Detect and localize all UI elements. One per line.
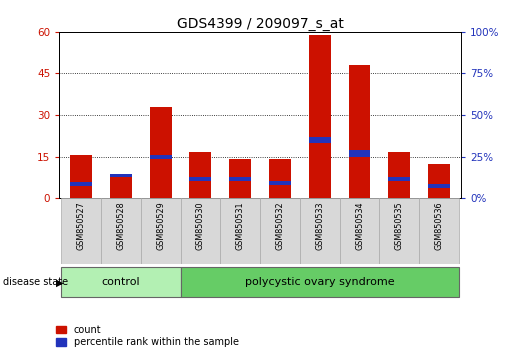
Bar bbox=[229, 159, 251, 198]
Bar bbox=[269, 181, 291, 185]
Bar bbox=[380, 198, 419, 264]
Bar bbox=[428, 164, 450, 198]
Bar bbox=[181, 198, 220, 264]
Bar bbox=[300, 198, 339, 264]
Bar bbox=[229, 177, 251, 181]
Text: GSM850533: GSM850533 bbox=[315, 201, 324, 250]
Bar bbox=[260, 198, 300, 264]
Text: GSM850531: GSM850531 bbox=[236, 201, 245, 250]
Bar bbox=[181, 267, 459, 297]
Bar bbox=[388, 153, 410, 198]
Text: GSM850527: GSM850527 bbox=[77, 201, 85, 250]
Text: GSM850530: GSM850530 bbox=[196, 201, 205, 250]
Bar bbox=[70, 155, 92, 198]
Bar bbox=[349, 65, 370, 198]
Bar bbox=[190, 177, 211, 181]
Text: GSM850534: GSM850534 bbox=[355, 201, 364, 250]
Bar bbox=[70, 182, 92, 187]
Bar bbox=[388, 177, 410, 181]
Bar bbox=[110, 174, 132, 177]
Bar bbox=[428, 184, 450, 188]
Bar bbox=[150, 107, 171, 198]
Bar bbox=[150, 155, 171, 159]
Text: disease state: disease state bbox=[3, 277, 67, 287]
Bar bbox=[309, 35, 331, 198]
Bar bbox=[61, 267, 181, 297]
Text: GSM850536: GSM850536 bbox=[435, 201, 443, 250]
Text: GSM850535: GSM850535 bbox=[395, 201, 404, 250]
Bar bbox=[110, 175, 132, 198]
Text: GSM850532: GSM850532 bbox=[276, 201, 284, 250]
Text: ▶: ▶ bbox=[56, 277, 63, 287]
Bar bbox=[339, 198, 380, 264]
Bar bbox=[141, 198, 181, 264]
Bar bbox=[309, 137, 331, 143]
Bar bbox=[190, 153, 211, 198]
Bar bbox=[349, 150, 370, 157]
Bar bbox=[61, 198, 101, 264]
Bar bbox=[419, 198, 459, 264]
Bar bbox=[269, 159, 291, 198]
Text: polycystic ovary syndrome: polycystic ovary syndrome bbox=[245, 277, 394, 287]
Legend: count, percentile rank within the sample: count, percentile rank within the sample bbox=[56, 325, 239, 347]
Text: GSM850529: GSM850529 bbox=[156, 201, 165, 250]
Bar bbox=[101, 198, 141, 264]
Text: GSM850528: GSM850528 bbox=[116, 201, 125, 250]
Text: control: control bbox=[101, 277, 140, 287]
Title: GDS4399 / 209097_s_at: GDS4399 / 209097_s_at bbox=[177, 17, 344, 31]
Bar bbox=[220, 198, 260, 264]
